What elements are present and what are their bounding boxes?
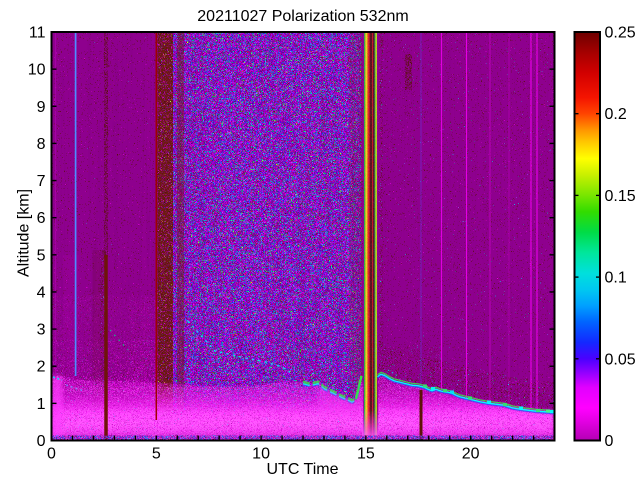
svg-text:0: 0	[605, 433, 614, 450]
svg-text:10: 10	[252, 446, 270, 463]
svg-text:2: 2	[37, 359, 46, 376]
svg-text:15: 15	[357, 446, 375, 463]
svg-text:9: 9	[37, 99, 46, 116]
svg-text:0: 0	[47, 446, 56, 463]
svg-text:7: 7	[37, 173, 46, 190]
svg-text:4: 4	[37, 284, 46, 301]
svg-text:10: 10	[28, 62, 46, 79]
svg-text:6: 6	[37, 210, 46, 227]
svg-text:1: 1	[37, 396, 46, 413]
svg-text:0.25: 0.25	[605, 25, 636, 42]
svg-text:3: 3	[37, 322, 46, 339]
svg-text:UTC Time: UTC Time	[267, 461, 339, 478]
svg-text:11: 11	[29, 25, 46, 42]
svg-text:0: 0	[37, 433, 46, 450]
svg-text:20: 20	[462, 446, 480, 463]
svg-text:8: 8	[37, 136, 46, 153]
svg-text:Altitude [km]: Altitude [km]	[16, 189, 33, 277]
svg-text:0.2: 0.2	[605, 106, 627, 123]
svg-text:5: 5	[37, 247, 46, 264]
svg-text:20211027 Polarization 532nm: 20211027 Polarization 532nm	[197, 8, 408, 25]
svg-text:0.15: 0.15	[605, 188, 636, 205]
svg-text:5: 5	[152, 446, 161, 463]
svg-text:0.1: 0.1	[605, 270, 627, 287]
svg-text:0.05: 0.05	[605, 351, 636, 368]
